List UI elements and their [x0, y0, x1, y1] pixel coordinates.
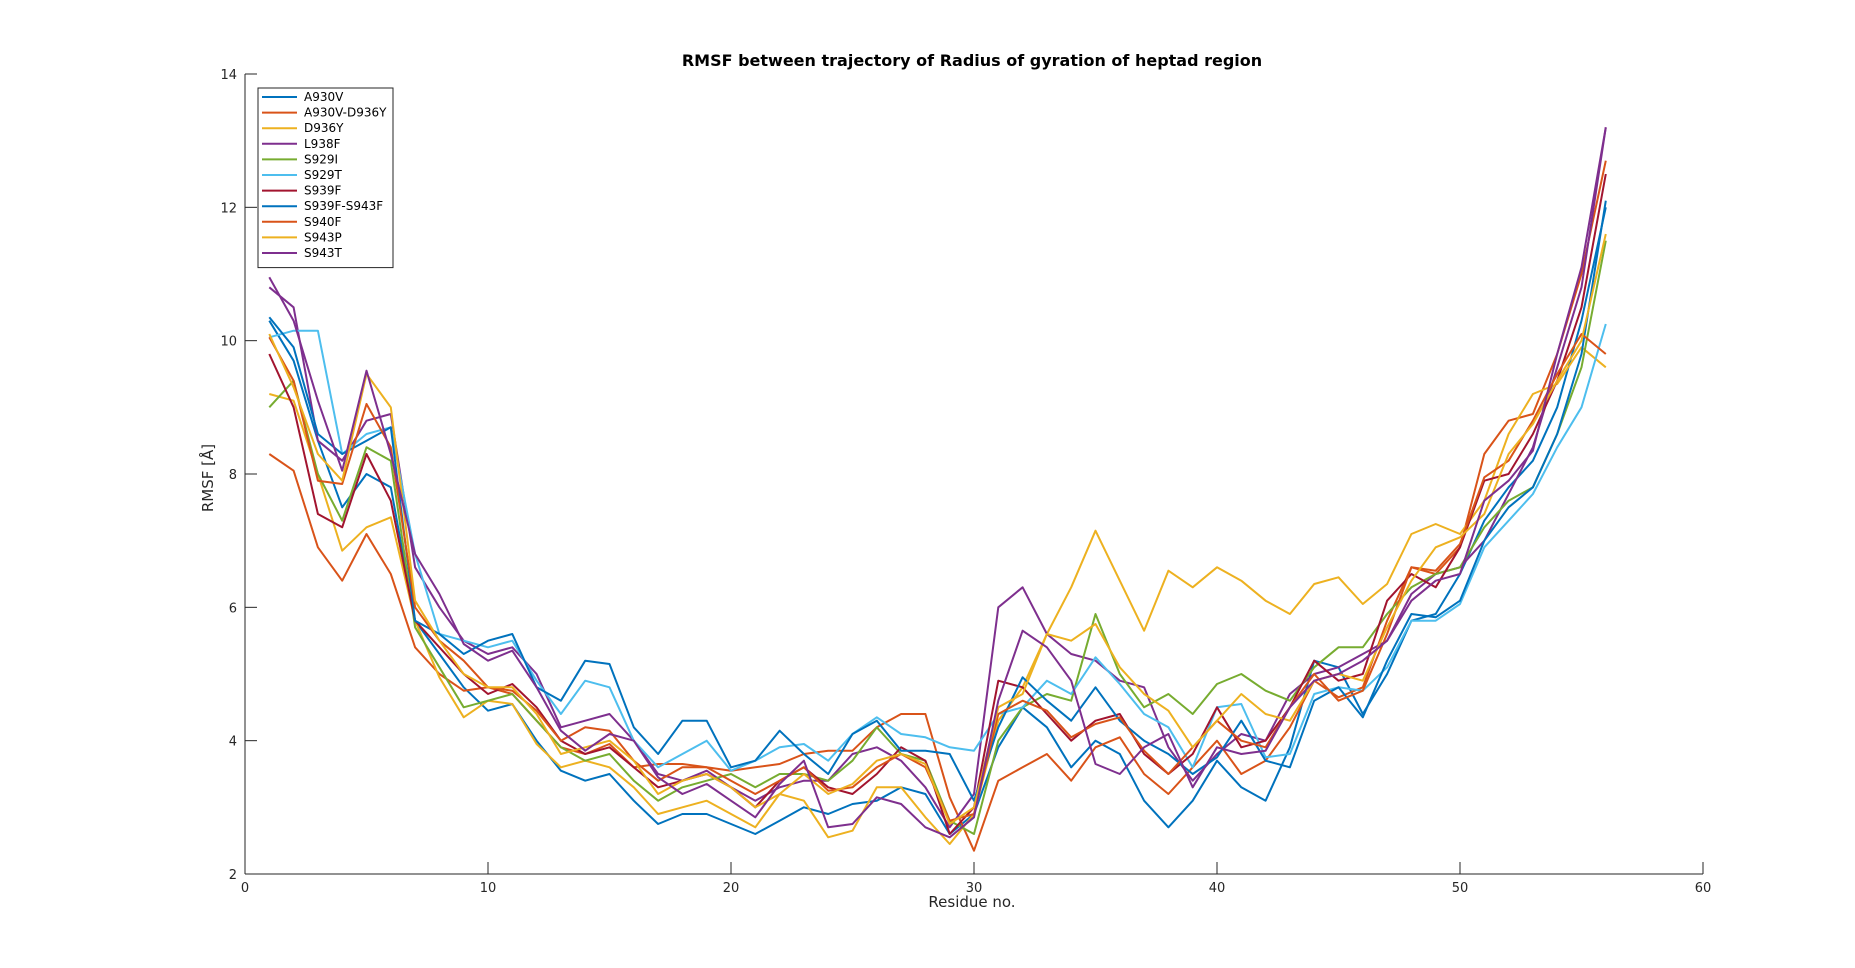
series-line-s940f [268, 333, 1607, 822]
axes: 0 10 20 30 40 50 60 2 4 6 8 10 12 14 [220, 68, 1711, 896]
legend-entry: S943P [304, 230, 342, 244]
chart-title: RMSF between trajectory of Radius of gyr… [682, 51, 1262, 70]
y-tick-label: 10 [220, 335, 237, 350]
y-tick-label: 6 [229, 601, 237, 616]
x-tick-label: 0 [241, 881, 249, 896]
x-tick-label: 20 [723, 881, 740, 896]
legend-entry: S939F-S943F [304, 199, 383, 213]
series-line-d936y [269, 346, 1607, 845]
y-tick-label: 2 [229, 868, 237, 883]
y-tick-label: 12 [220, 201, 237, 216]
series-line-s943t [268, 127, 1607, 839]
legend-entry: A930V-D936Y [304, 106, 387, 120]
series-line-s939f [268, 173, 1607, 835]
legend-entry: S943T [304, 246, 343, 260]
x-axis-label: Residue no. [928, 893, 1015, 911]
legend-entry: L938F [304, 137, 341, 151]
y-tick-label: 4 [229, 735, 237, 750]
x-tick-label: 50 [1452, 881, 1469, 896]
legend-entry: D936Y [304, 121, 344, 135]
x-tick-label: 40 [1209, 881, 1226, 896]
legend-entry: A930V [304, 90, 344, 104]
series-line-s939f-s943f [268, 200, 1607, 802]
series-line-a930v [268, 207, 1607, 835]
y-axis-label: RMSF [Å] [198, 444, 217, 512]
y-tick-label: 8 [229, 468, 237, 483]
legend-entry: S939F [304, 184, 342, 198]
series-line-a930v-d936y [268, 160, 1607, 852]
series-line-s943p [268, 233, 1607, 825]
x-tick-label: 10 [480, 881, 497, 896]
series-line-s929i [268, 240, 1607, 835]
x-tick-label: 60 [1695, 881, 1712, 896]
legend-entry: S940F [304, 215, 342, 229]
series-lines [268, 127, 1607, 852]
y-tick-label: 14 [220, 68, 237, 83]
legend-entry: S929T [304, 168, 343, 182]
x-tick-label: 30 [966, 881, 983, 896]
series-line-l938f [268, 127, 1607, 829]
legend-entry: S929I [304, 152, 338, 166]
